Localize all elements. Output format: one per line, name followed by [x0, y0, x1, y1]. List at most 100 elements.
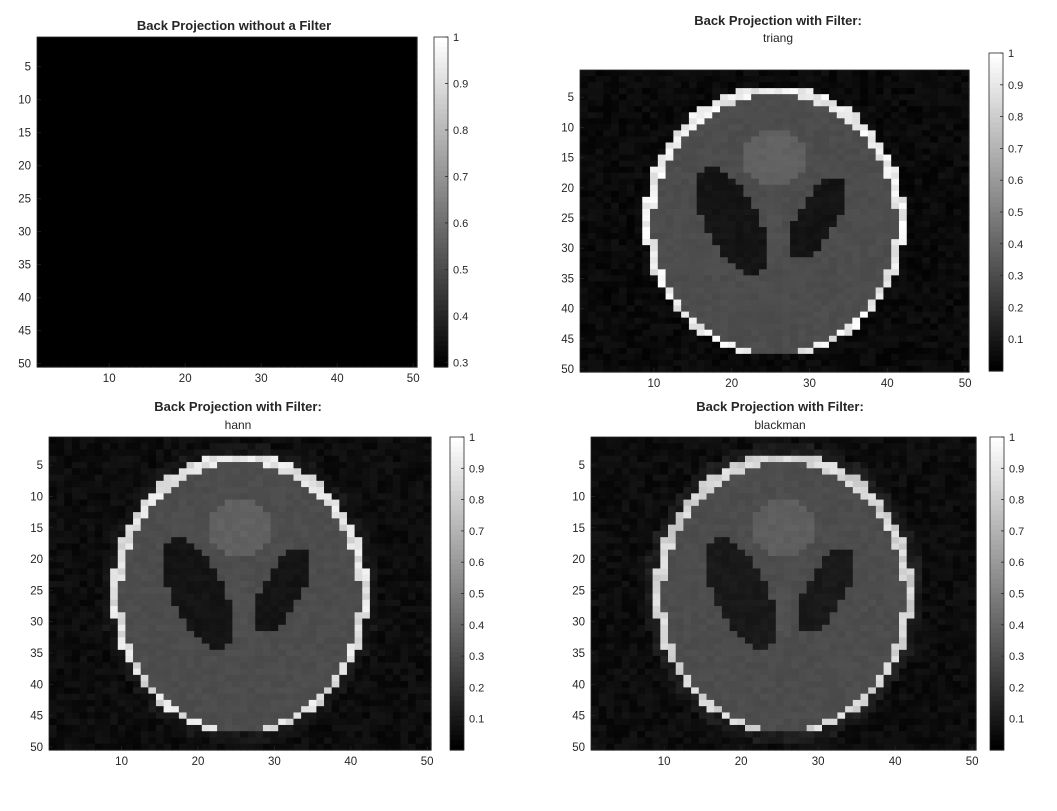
heatmap-cell	[720, 214, 729, 222]
heatmap-cell	[673, 94, 682, 101]
heatmap-cell	[852, 70, 861, 77]
heatmap-cell	[67, 327, 76, 335]
heatmap-cell	[310, 83, 319, 91]
heatmap-cell	[758, 112, 768, 119]
heatmap-cell	[595, 293, 604, 301]
heatmap-cell	[720, 281, 729, 289]
heatmap-cell	[688, 251, 698, 258]
heatmap-cell	[287, 208, 296, 216]
heatmap-cell	[914, 214, 923, 222]
heatmap-cell	[135, 268, 144, 276]
heatmap-cell	[379, 162, 388, 170]
heatmap-cell	[67, 235, 76, 243]
heatmap-cell	[371, 281, 380, 289]
heatmap-cell	[860, 94, 869, 101]
heatmap-cell	[59, 274, 68, 282]
heatmap-cell	[166, 162, 175, 170]
heatmap-cell	[211, 162, 220, 170]
heatmap-cell	[657, 305, 667, 313]
heatmap-cell	[356, 261, 365, 269]
heatmap-cell	[143, 274, 152, 282]
heatmap-cell	[751, 202, 760, 210]
colorbar-step	[434, 73, 448, 79]
heatmap-cell	[782, 196, 791, 204]
heatmap-cell	[249, 122, 258, 130]
heatmap-cell	[257, 261, 266, 269]
heatmap-cell	[204, 188, 213, 196]
heatmap-cell	[44, 235, 53, 243]
heatmap-cell	[642, 82, 651, 89]
heatmap-cell	[681, 100, 690, 107]
heatmap-cell	[158, 50, 167, 58]
heatmap-cell	[883, 70, 892, 77]
heatmap-cell	[219, 228, 228, 236]
heatmap-cell	[211, 195, 220, 203]
heatmap-cell	[295, 89, 304, 97]
heatmap-cell	[105, 63, 114, 71]
heatmap-cell	[166, 347, 175, 355]
heatmap-cell	[394, 314, 403, 322]
heatmap-cell	[386, 340, 395, 348]
heatmap-cell	[249, 188, 258, 196]
heatmap-cell	[113, 228, 122, 236]
heatmap-cell	[37, 307, 46, 315]
heatmap-cell	[844, 76, 853, 83]
heatmap-cell	[953, 112, 962, 119]
heatmap-cell	[758, 124, 768, 131]
heatmap-cell	[287, 175, 296, 183]
heatmap-cell	[821, 136, 830, 144]
y-tick-label: 30	[18, 227, 31, 239]
heatmap-cell	[790, 130, 799, 138]
heatmap-cell	[665, 281, 674, 289]
panel-2-title: Back Projection with Filter:	[694, 13, 862, 28]
heatmap-cell	[303, 215, 312, 223]
heatmap-cell	[930, 142, 939, 150]
heatmap-cell	[158, 334, 167, 342]
heatmap-cell	[618, 76, 628, 83]
heatmap-cell	[595, 323, 604, 331]
heatmap-cell	[272, 162, 281, 170]
heatmap-cell	[211, 169, 220, 177]
heatmap-cell	[287, 261, 296, 269]
heatmap-cell	[580, 130, 589, 138]
heatmap-cell	[836, 275, 846, 282]
heatmap-cell	[90, 155, 99, 163]
heatmap-cell	[348, 50, 357, 58]
heatmap-cell	[875, 178, 885, 186]
heatmap-cell	[318, 116, 327, 124]
colorbar-step	[434, 124, 448, 131]
heatmap-cell	[618, 311, 628, 319]
heatmap-cell	[712, 287, 721, 295]
heatmap-cell	[75, 294, 84, 302]
heatmap-cell	[135, 50, 144, 58]
heatmap-cell	[310, 248, 319, 256]
heatmap-cell	[875, 214, 885, 222]
heatmap-cell	[356, 294, 365, 302]
heatmap-cell	[813, 202, 822, 210]
heatmap-cell	[743, 184, 752, 192]
heatmap-cell	[356, 340, 365, 348]
heatmap-cell	[52, 43, 61, 51]
heatmap-cell	[287, 241, 296, 249]
heatmap-cell	[325, 360, 334, 368]
heatmap-cell	[751, 275, 760, 282]
heatmap-cell	[774, 184, 783, 192]
heatmap-cell	[618, 142, 628, 150]
heatmap-cell	[961, 184, 970, 192]
heatmap-cell	[401, 96, 410, 104]
heatmap-cell	[836, 94, 846, 101]
heatmap-cell	[727, 184, 737, 192]
heatmap-cell	[318, 109, 327, 117]
heatmap-cell	[37, 129, 46, 137]
heatmap-cell	[657, 329, 667, 337]
heatmap-cell	[348, 287, 357, 295]
heatmap-cell	[618, 160, 628, 168]
heatmap-cell	[587, 239, 597, 246]
heatmap-cell	[937, 88, 947, 95]
heatmap-cell	[59, 56, 68, 64]
heatmap-cell	[227, 129, 236, 137]
heatmap-cell	[394, 175, 403, 183]
heatmap-cell	[875, 202, 885, 210]
heatmap-cell	[303, 235, 312, 243]
heatmap-cell	[128, 281, 137, 289]
